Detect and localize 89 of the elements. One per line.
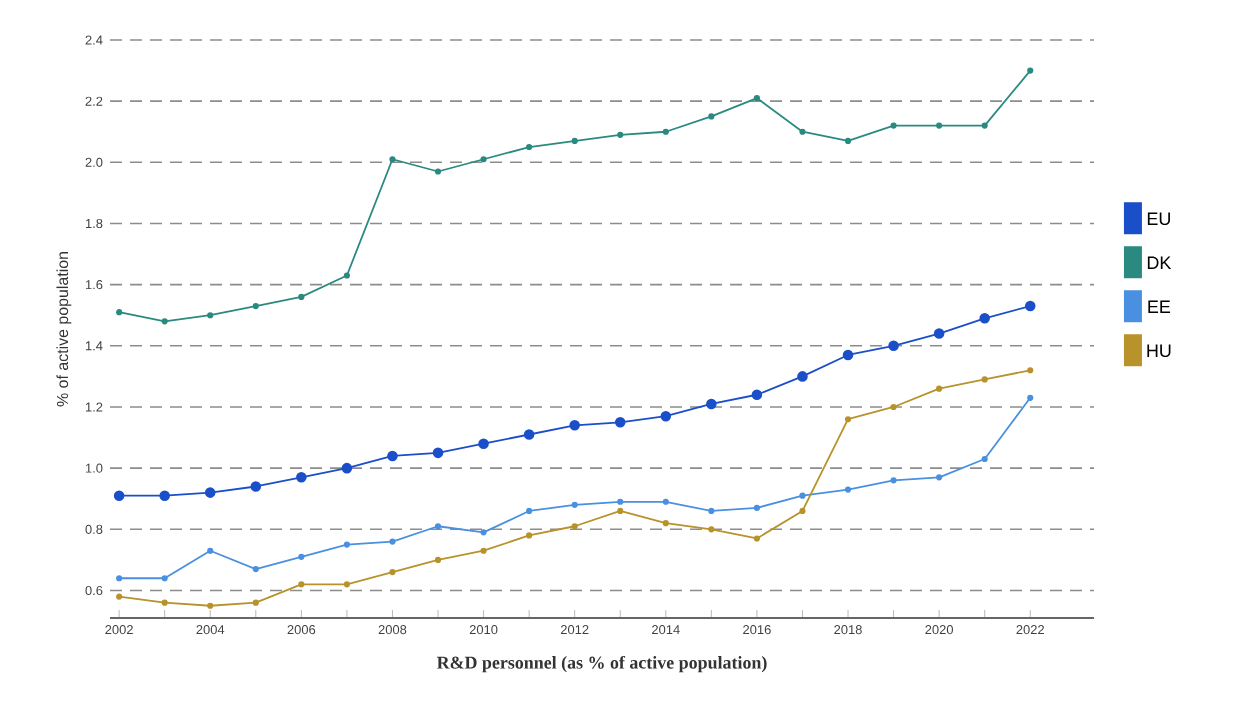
point	[936, 474, 943, 481]
point	[523, 429, 535, 440]
point	[706, 398, 717, 410]
point	[981, 455, 988, 463]
point	[797, 371, 808, 382]
point	[571, 523, 578, 530]
point	[890, 403, 897, 411]
point	[799, 507, 806, 515]
point	[1027, 67, 1034, 74]
point	[207, 602, 214, 609]
legend-label: HU	[1147, 344, 1171, 358]
point	[1024, 300, 1036, 312]
point	[161, 599, 168, 606]
point	[844, 137, 852, 144]
point	[159, 490, 170, 501]
point	[298, 553, 305, 560]
point	[753, 535, 760, 542]
point	[844, 486, 852, 493]
point	[434, 523, 442, 530]
point	[480, 529, 487, 536]
point	[662, 498, 669, 505]
point	[753, 95, 760, 102]
point	[526, 143, 533, 151]
point	[480, 547, 487, 554]
point	[708, 507, 715, 515]
point	[343, 272, 350, 279]
point	[933, 328, 945, 339]
point	[434, 556, 442, 563]
point	[161, 318, 168, 325]
point	[617, 131, 624, 138]
point	[113, 490, 125, 501]
point	[116, 593, 123, 600]
point	[844, 416, 852, 423]
point	[981, 376, 988, 383]
point	[298, 293, 305, 300]
x-axis-title: R&D personnel (as % of active population)	[436, 655, 767, 673]
point	[571, 137, 578, 144]
point	[753, 504, 760, 511]
point	[662, 128, 669, 135]
point	[252, 599, 259, 606]
point	[432, 447, 444, 459]
point	[389, 538, 396, 545]
point	[617, 498, 624, 505]
point	[116, 575, 123, 582]
point	[250, 481, 262, 492]
point	[981, 122, 988, 129]
point	[799, 492, 806, 499]
point	[708, 526, 715, 533]
point	[571, 501, 578, 508]
point	[614, 416, 626, 428]
point	[434, 168, 442, 175]
point	[1027, 367, 1034, 374]
point	[207, 312, 214, 319]
point	[890, 122, 897, 129]
point	[526, 507, 533, 515]
point	[526, 532, 533, 539]
point	[204, 487, 216, 498]
point	[296, 472, 307, 483]
point	[389, 156, 396, 163]
point	[936, 385, 943, 392]
point	[799, 128, 806, 135]
point	[569, 420, 580, 431]
point	[343, 541, 350, 548]
point	[389, 569, 396, 576]
legend-label: EU	[1147, 212, 1170, 226]
point	[617, 507, 624, 515]
point	[252, 302, 259, 310]
point	[161, 575, 168, 582]
point	[660, 410, 672, 422]
point	[979, 313, 990, 324]
point	[116, 309, 123, 316]
point	[252, 565, 259, 573]
point	[751, 389, 763, 401]
point	[1027, 394, 1034, 401]
point	[480, 156, 487, 163]
point	[708, 113, 715, 120]
point	[662, 520, 669, 527]
point	[343, 581, 350, 588]
point	[936, 122, 943, 129]
point	[842, 349, 854, 361]
point	[298, 581, 305, 588]
point	[207, 547, 214, 554]
point	[888, 340, 899, 352]
legend-label: DK	[1147, 256, 1172, 269]
point	[387, 450, 398, 462]
point	[890, 477, 897, 484]
point	[478, 438, 489, 449]
legend-label: EE	[1148, 300, 1171, 313]
point	[341, 462, 353, 474]
